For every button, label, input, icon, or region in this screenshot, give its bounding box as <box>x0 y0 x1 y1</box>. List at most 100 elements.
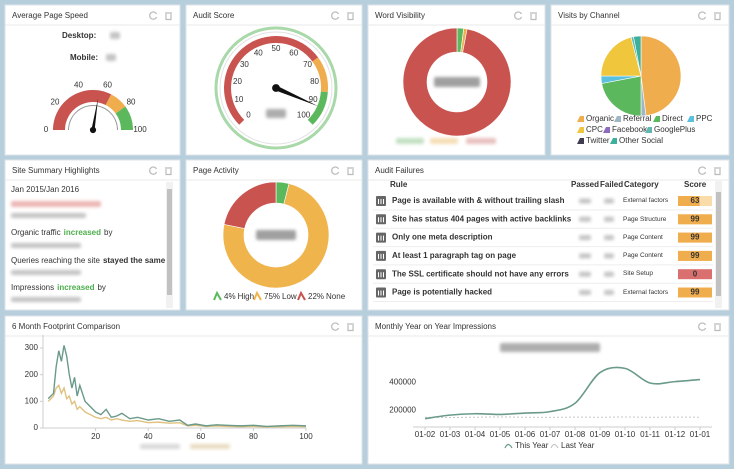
desktop-label: Desktop: <box>62 31 96 40</box>
x-tick-label: 01-07 <box>540 430 561 439</box>
delete-button[interactable] <box>714 167 721 176</box>
refresh-button[interactable] <box>698 322 707 331</box>
legend-label: Last Year <box>561 441 595 450</box>
table-header: Failed <box>600 180 623 189</box>
blurred-text <box>604 271 614 277</box>
blurred-text <box>604 235 614 241</box>
pie-segment <box>223 181 277 229</box>
legend-swatch <box>297 290 306 301</box>
legend-label: Facebook <box>612 125 648 134</box>
legend-swatch <box>614 116 621 122</box>
score-label: 63 <box>691 196 700 205</box>
gauge-band <box>312 57 328 93</box>
gauge-tick-label: 10 <box>234 95 243 104</box>
delete-button[interactable] <box>347 323 354 332</box>
refresh-button[interactable] <box>698 166 707 175</box>
panel-title: Monthly Year on Year Impressions <box>375 322 496 331</box>
gauge-tick-label: 20 <box>233 77 242 86</box>
blurred-text <box>396 138 424 144</box>
x-tick-label: 20 <box>91 432 100 441</box>
score-label: 99 <box>691 288 700 297</box>
legend-label: GooglePlus <box>654 125 695 134</box>
gauge-hub <box>89 126 97 134</box>
legend-label: 75% Low <box>264 292 297 301</box>
refresh-button[interactable] <box>514 11 523 20</box>
x-tick-label: 01-11 <box>640 430 660 439</box>
blurred-text <box>604 290 614 295</box>
delete-button[interactable] <box>714 323 721 332</box>
blurred-text <box>430 138 458 144</box>
scrollbar-thumb[interactable] <box>716 192 721 296</box>
summary-line: Impressions increased by <box>11 283 106 292</box>
delete-button[interactable] <box>165 12 172 21</box>
category-cell: External factors <box>623 288 669 296</box>
x-tick-label: 01-04 <box>465 430 486 439</box>
blurred-text <box>604 216 614 222</box>
refresh-button[interactable] <box>698 11 707 20</box>
category: Page Content <box>623 252 663 260</box>
category-cell: Site Setup <box>623 270 653 277</box>
delete-button[interactable] <box>347 12 354 21</box>
y-tick-label: 100 <box>25 396 39 405</box>
refresh-button[interactable] <box>331 11 340 20</box>
blurred-text <box>11 213 86 218</box>
category-cell: Page Content <box>623 252 663 260</box>
rule-icon-glyph <box>378 235 384 241</box>
x-tick-label: 60 <box>196 432 205 441</box>
score-label: 99 <box>691 251 700 260</box>
legend-swatch <box>504 443 513 449</box>
line-series <box>424 416 701 419</box>
legend-value: 4% <box>224 292 236 301</box>
legend-label: 22% None <box>308 292 346 301</box>
delete-button[interactable] <box>165 167 172 176</box>
delete-button[interactable] <box>347 167 354 176</box>
refresh-button[interactable] <box>149 11 158 20</box>
gauge-tick-label: 40 <box>254 48 263 57</box>
refresh-button[interactable] <box>149 166 158 175</box>
blurred-text <box>579 253 591 259</box>
panel <box>4 159 181 311</box>
refresh-button[interactable] <box>331 322 340 331</box>
category: Page Structure <box>623 215 667 223</box>
legend-label: Referral <box>623 114 652 123</box>
legend-label: Organic <box>586 114 614 123</box>
gauge-band <box>105 94 126 114</box>
scrollbar-thumb[interactable] <box>167 189 172 295</box>
gauge-tick-label: 40 <box>74 80 83 89</box>
refresh-button[interactable] <box>331 166 340 175</box>
summary-text: by <box>104 228 112 237</box>
x-tick-label: 01-05 <box>490 430 511 439</box>
gauge-band <box>223 35 319 125</box>
gauge-tick-label: 100 <box>133 125 147 134</box>
x-tick-label: 01-03 <box>440 430 461 439</box>
legend-swatch <box>645 127 652 133</box>
legend-label: PPC <box>696 114 713 123</box>
summary-text: Queries reaching the site <box>11 256 100 265</box>
category: External factors <box>623 288 669 296</box>
line-series <box>424 366 701 420</box>
y-tick-label: 300 <box>25 343 39 352</box>
rule-icon-glyph <box>378 290 384 296</box>
delete-button[interactable] <box>530 12 537 21</box>
blurred-text <box>106 54 116 61</box>
blurred-text <box>579 290 591 295</box>
score-bar <box>678 214 712 225</box>
x-tick-label: 01-12 <box>665 430 686 439</box>
delete-button[interactable] <box>714 12 721 21</box>
summary-line: Organic traffic increased by <box>11 228 112 237</box>
legend-swatch <box>603 127 610 133</box>
panel-title: Page Activity <box>193 166 239 175</box>
x-tick-label: 01-06 <box>515 430 536 439</box>
gauge-tick-label: 30 <box>240 60 249 69</box>
legend-swatch <box>253 290 262 301</box>
rule-icon-glyph <box>378 199 384 204</box>
legend-name: None <box>326 292 346 301</box>
score-label: 99 <box>691 214 700 223</box>
blurred-text <box>11 270 81 275</box>
category-cell: Page Content <box>623 234 663 241</box>
x-tick-label: 40 <box>144 432 153 441</box>
legend-value: 22% <box>308 292 324 301</box>
panel-title: Word Visibility <box>375 11 425 20</box>
y-tick-label: 0 <box>34 423 39 432</box>
y-tick-label: 200000 <box>389 405 416 414</box>
